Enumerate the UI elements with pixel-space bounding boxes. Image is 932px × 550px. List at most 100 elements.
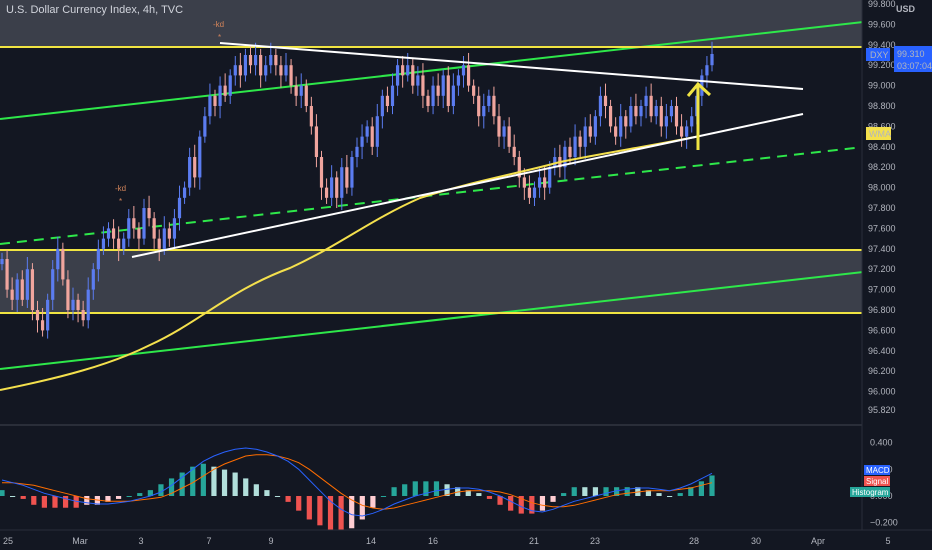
legend-histogram-badge[interactable] [850,487,890,497]
candle[interactable] [446,75,450,107]
candle[interactable] [537,177,542,188]
candle[interactable] [370,126,374,147]
candle[interactable] [472,85,476,96]
trendline-upper[interactable] [219,42,804,90]
candle[interactable] [188,157,192,188]
candle[interactable] [56,248,60,270]
candle[interactable] [253,55,258,66]
candle[interactable] [385,95,390,107]
candle[interactable] [25,269,29,300]
candle[interactable] [548,167,552,188]
candle[interactable] [259,55,263,76]
channel-lower-line[interactable] [0,268,891,370]
candle[interactable] [390,85,395,107]
candle[interactable] [86,289,90,321]
candle[interactable] [51,269,55,300]
candle[interactable] [233,65,237,76]
candle[interactable] [543,177,547,188]
candle[interactable] [487,95,491,107]
channel-upper-line[interactable] [0,18,891,120]
candle[interactable] [639,106,643,117]
candle[interactable] [142,208,146,239]
candle[interactable] [274,55,278,66]
candle[interactable] [46,299,50,331]
candle[interactable] [659,106,663,127]
candle[interactable] [553,157,557,168]
candle[interactable] [208,95,212,117]
candle[interactable] [213,95,217,107]
candle[interactable] [421,75,425,96]
candle[interactable] [5,259,9,290]
candle[interactable] [91,269,95,290]
candle[interactable] [360,136,364,147]
candle[interactable] [162,228,166,249]
candle[interactable] [111,228,116,239]
candle[interactable] [522,177,526,188]
candle[interactable] [375,116,379,147]
candle[interactable] [431,85,435,107]
candle[interactable] [324,187,329,198]
candle[interactable] [223,85,227,96]
candle[interactable] [517,157,521,178]
candle[interactable] [482,106,486,117]
candle[interactable] [314,126,319,158]
candle[interactable] [319,157,324,188]
candle[interactable] [243,55,248,76]
channel-mid-line[interactable] [0,143,891,245]
candle[interactable] [441,75,445,96]
candle[interactable] [294,85,298,96]
candle[interactable] [573,136,577,158]
trendline-lower[interactable] [131,113,804,258]
candle[interactable] [340,167,344,198]
candle[interactable] [279,65,283,76]
candle[interactable] [284,65,288,76]
candle[interactable] [527,187,532,198]
candle[interactable] [401,65,405,76]
candle[interactable] [705,65,709,76]
candle[interactable] [416,75,420,86]
candle[interactable] [588,126,592,137]
price-axis[interactable] [862,0,932,530]
candle[interactable] [619,116,623,137]
candle[interactable] [269,55,273,66]
candle[interactable] [172,218,177,239]
candle[interactable] [147,208,151,219]
candle[interactable] [583,126,587,147]
candle[interactable] [532,187,537,198]
wma-line[interactable] [0,135,701,391]
wma-badge[interactable] [866,127,891,140]
candle[interactable] [101,238,106,249]
candle[interactable] [497,116,501,137]
candle[interactable] [218,85,222,107]
candle[interactable] [299,85,303,96]
candle[interactable] [679,126,684,137]
symbol-badge[interactable] [866,48,890,61]
candle[interactable] [690,116,694,127]
candle[interactable] [593,116,597,137]
candle[interactable] [96,248,100,270]
candle[interactable] [426,95,430,107]
candle[interactable] [456,75,461,86]
candle[interactable] [127,218,131,239]
candle[interactable] [167,228,171,239]
candle[interactable] [477,95,481,117]
candle[interactable] [35,310,40,321]
candle[interactable] [304,85,308,107]
candle[interactable] [228,75,232,96]
candle[interactable] [608,106,613,127]
candle[interactable] [492,95,496,117]
candle[interactable] [289,65,293,86]
candle[interactable] [624,116,628,127]
candle[interactable] [603,95,608,107]
candle[interactable] [674,106,679,127]
candle[interactable] [71,299,75,311]
candle[interactable] [466,65,471,86]
candle[interactable] [685,126,689,137]
candle[interactable] [355,146,359,158]
candle[interactable] [132,218,136,229]
candle[interactable] [634,106,638,117]
candle[interactable] [710,53,714,66]
candle[interactable] [198,136,202,178]
candle[interactable] [563,146,567,168]
